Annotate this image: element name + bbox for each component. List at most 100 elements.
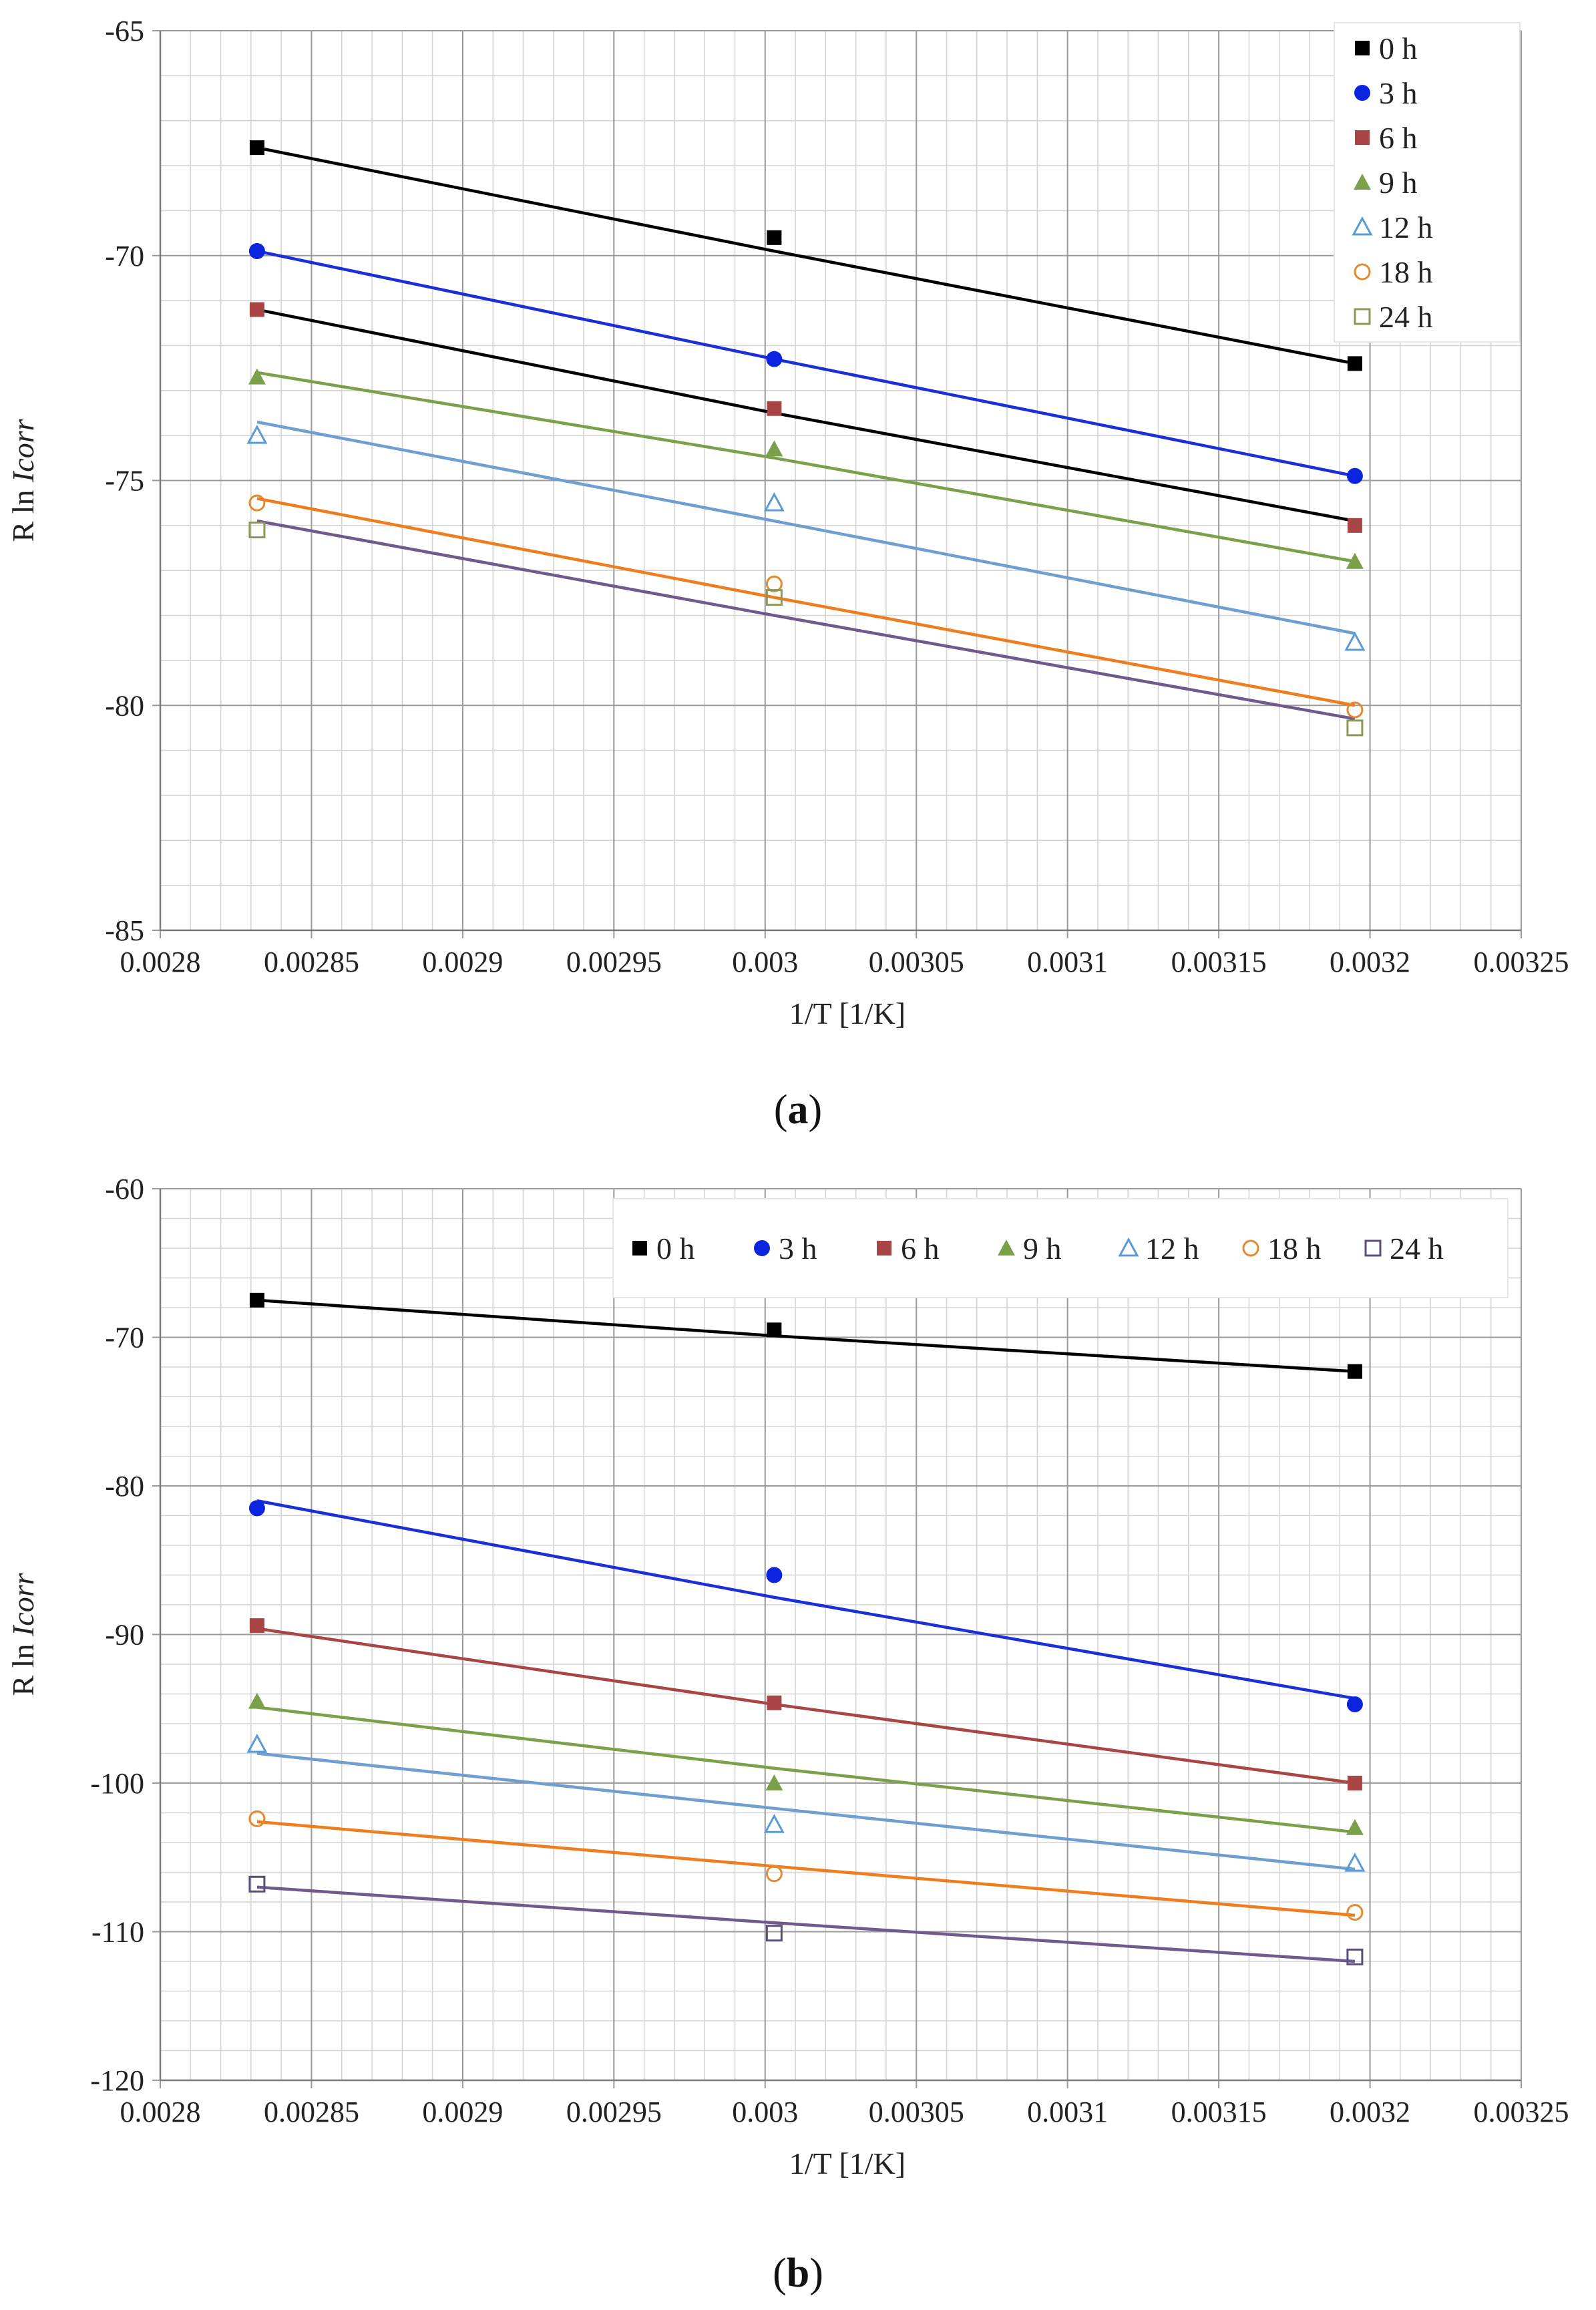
chart-b-legend-marker-9-h [998,1239,1015,1256]
chart-b-x-tick-label: 0.003 [732,2096,798,2128]
chart-a-point-6-h [1347,518,1362,533]
chart-a-legend-marker-18-h [1354,263,1371,280]
chart-a-x-tick-label: 0.00305 [869,946,964,978]
chart-b-point-24-h [248,1875,266,1893]
chart-a: 0.0028 0.00285 0.0029 0.00295 0.003 0.00305 0.… [6,15,1569,1133]
chart-a-point-18-h [765,575,783,592]
chart-a-point-24-h [765,589,783,606]
chart-b-x-tick-label: 0.00315 [1171,2096,1267,2128]
chart-a-point-0-h [1347,356,1362,371]
chart-b-legend-label-24-h: 24 h [1390,1231,1444,1266]
chart-b: 0.0028 0.00285 0.0029 0.00295 0.003 0.00305 0.… [0,1175,1596,2310]
chart-b-y-axis-title-prefix: R ln [6,1636,40,1696]
chart-b-point-6-h [1347,1776,1362,1790]
chart-a-point-6-h [767,401,782,416]
chart-b-y-tick-label: -100 [90,1767,144,1800]
chart-b-legend: 0 h 3 h 6 h 9 h 12 h 18 h 24 h [612,1198,1509,1298]
chart-a-point-9-h [248,368,266,385]
chart-b-legend-marker-12-h [1118,1237,1139,1257]
chart-b-legend-label-12-h: 12 h [1145,1231,1199,1266]
chart-b-svg: 0.0028 0.00285 0.0029 0.00295 0.003 0.00305 0.… [6,1175,1569,2296]
chart-b-x-tick-label: 0.0028 [120,2096,201,2128]
chart-a-y-tick-label: -80 [105,689,144,722]
chart-b-x-tick-label: 0.00325 [1474,2096,1569,2128]
chart-a-x-tick-label: 0.00295 [566,946,662,978]
chart-b-legend-label-3-h: 3 h [779,1231,817,1266]
chart-a-x-tick-label: 0.0032 [1330,946,1410,978]
chart-b-y-axis-title-italic: Icorr [6,1572,40,1637]
chart-b-point-18-h [1346,1904,1364,1921]
chart-a-point-9-h [1346,552,1364,569]
chart-a-point-12-h [1344,631,1366,651]
chart-a-x-tick-label: 0.00325 [1474,946,1569,978]
chart-b-point-3-h [248,1500,265,1517]
chart-a-legend-label-3-h: 3 h [1379,76,1418,110]
chart-b-legend-marker-18-h [1242,1239,1259,1257]
chart-a-trendline-0-h [256,146,1356,365]
chart-b-trendline-24-h [256,1885,1356,1963]
chart-b-legend-marker-3-h [754,1240,770,1256]
chart-a-point-0-h [767,230,782,245]
chart-b-legend-label-0-h: 0 h [656,1231,695,1266]
chart-a-legend-label-12-h: 12 h [1379,210,1433,244]
chart-b-y-tick-label: -110 [91,1916,144,1949]
chart-a-panel-label-letter: a [788,1087,809,1133]
chart-b-series-9-h [248,1692,1364,1835]
chart-a-point-3-h [1346,467,1363,484]
chart-a-point-24-h [1346,719,1364,737]
chart-b-x-tick-label: 0.00305 [869,2096,964,2128]
chart-a-trendline-24-h [256,519,1356,721]
chart-b-point-3-h [1346,1696,1363,1713]
chart-b-x-tick-label: 0.00285 [264,2096,359,2128]
chart-a-trendline-9-h [256,371,1356,563]
chart-b-trendline-12-h [256,1752,1356,1871]
chart-b-x-tick-label: 0.0032 [1330,2096,1410,2128]
chart-b-series-0-h [249,1292,1362,1379]
chart-a-y-tick-label: -70 [105,240,144,272]
chart-b-point-6-h [249,1618,264,1633]
chart-a-point-18-h [248,494,266,512]
chart-a-svg: 0.0028 0.00285 0.0029 0.00295 0.003 0.00305 0.… [6,15,1569,1133]
chart-a-y-tick-label: -85 [105,914,144,947]
chart-a-trendline-12-h [256,420,1356,635]
chart-b-panel-label: (b) [773,2251,823,2296]
chart-a-legend-marker-12-h [1352,216,1373,236]
chart-b-point-9-h [248,1692,266,1709]
chart-b-series-12-h [246,1734,1366,1872]
chart-a-x-axis-title: 1/T [1/K] [789,996,906,1030]
chart-a-point-18-h [1346,701,1364,719]
chart-b-point-24-h [1346,1948,1364,1965]
chart-b-legend-marker-0-h [632,1241,647,1256]
chart-a-legend-label-0-h: 0 h [1379,31,1418,65]
chart-a-point-3-h [248,243,265,260]
chart-b-y-axis-title: R ln Icorr [6,1572,40,1696]
chart-a-series-3-h [248,243,1363,484]
chart-a-series-6-h [249,302,1362,533]
chart-a-y-axis-title-prefix: R ln [6,482,40,542]
chart-b-y-tick-label: -90 [105,1619,144,1652]
chart-b-x-tick-label: 0.0029 [422,2096,503,2128]
chart-b-y-tick-label: -60 [105,1175,144,1205]
chart-a-x-tick-label: 0.0028 [120,946,201,978]
chart-b-series-3-h [248,1500,1363,1713]
chart-b-panel-label-close: ) [809,2251,823,2296]
chart-a-point-0-h [249,140,264,156]
chart-b-x-tick-label: 0.0031 [1027,2096,1108,2128]
chart-a-legend-marker-6-h [1355,130,1370,145]
chart-b-point-9-h [1346,1818,1364,1835]
chart-b-series-24-h [248,1875,1364,1965]
chart-b-point-18-h [248,1810,266,1827]
chart-a-series-0-h [249,140,1362,371]
chart-b-legend-label-18-h: 18 h [1267,1231,1322,1266]
chart-b-point-3-h [766,1567,783,1583]
chart-a-series-18-h [248,494,1364,719]
chart-a-x-tick-label: 0.00285 [264,946,359,978]
chart-a-legend-marker-9-h [1354,174,1371,190]
chart-b-point-12-h [1344,1853,1366,1872]
chart-a-point-3-h [766,351,783,367]
chart-b-trendline-9-h [256,1706,1356,1834]
chart-a-x-tick-label: 0.003 [732,946,798,978]
chart-b-point-0-h [767,1322,782,1338]
chart-b-point-6-h [767,1695,782,1710]
chart-a-x-tick-label: 0.0029 [422,946,503,978]
